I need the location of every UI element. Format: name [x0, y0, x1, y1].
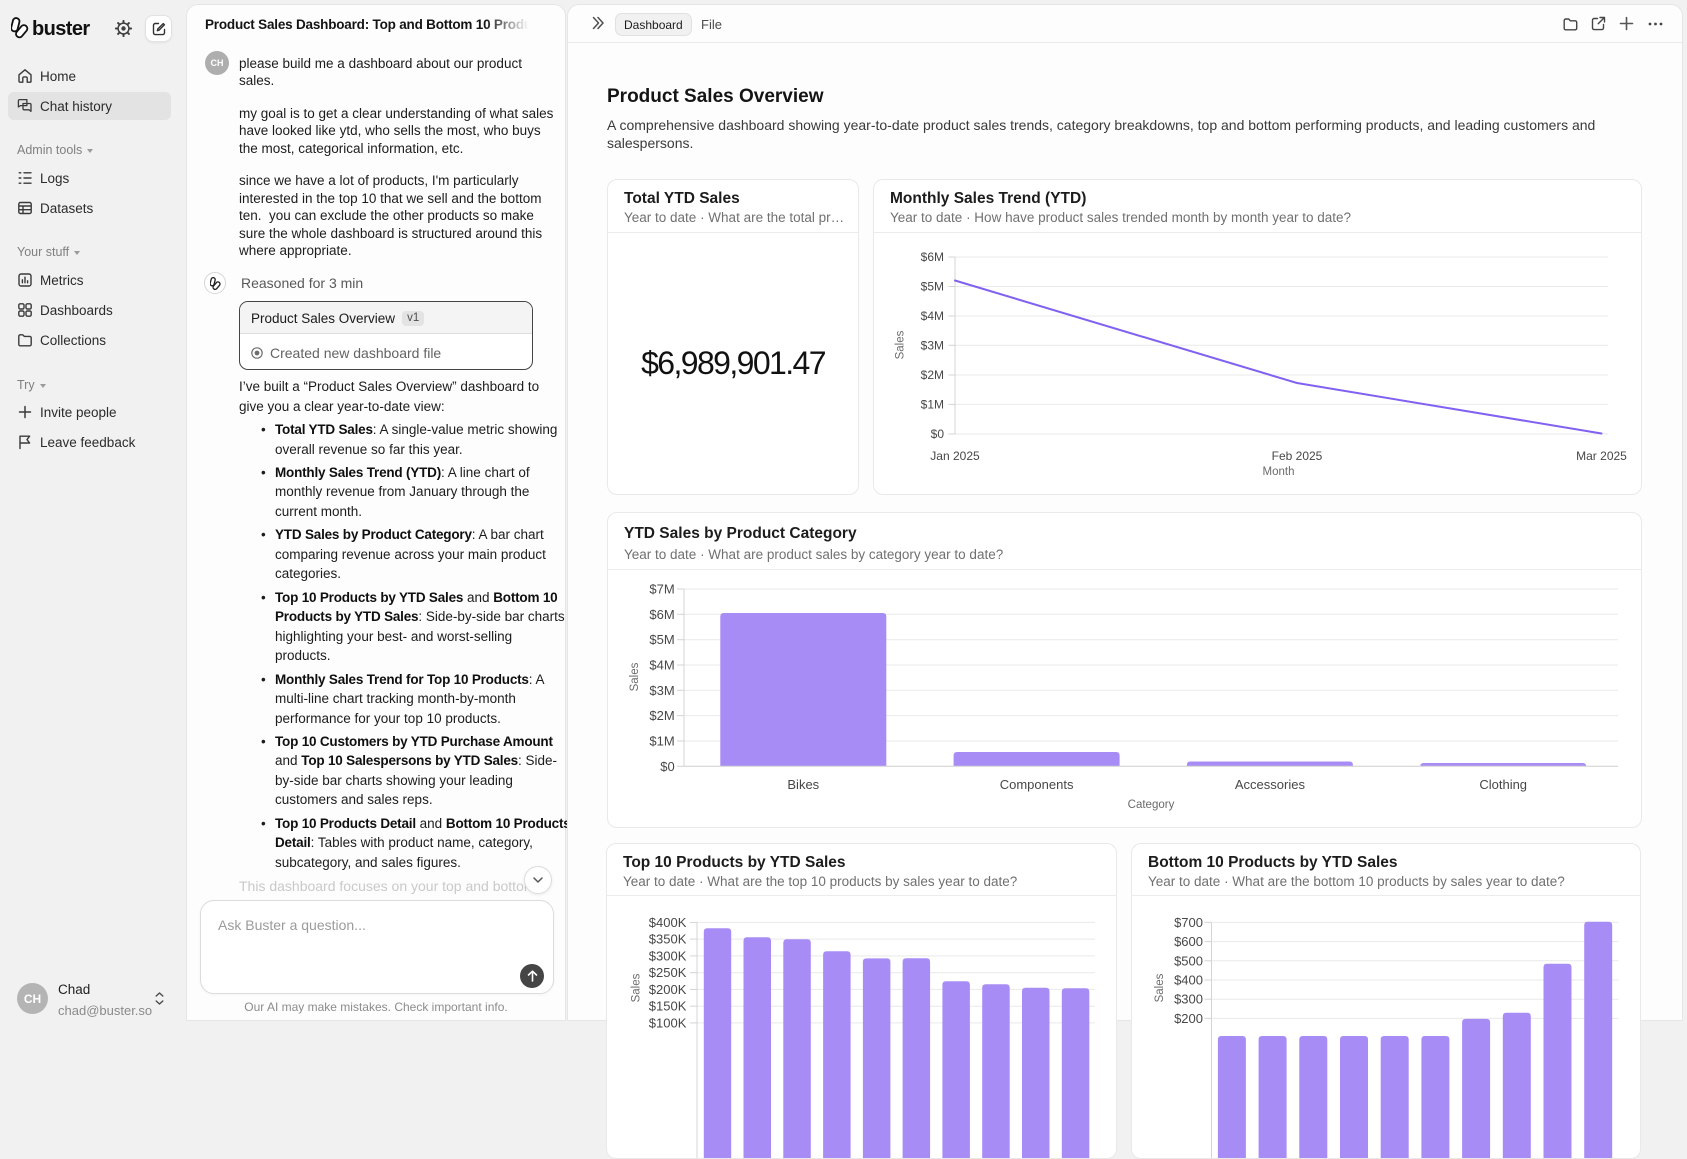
- svg-text:Bikes: Bikes: [787, 777, 819, 792]
- svg-text:$500: $500: [1174, 953, 1203, 968]
- svg-text:$200K: $200K: [649, 982, 687, 997]
- svg-text:$400K: $400K: [649, 915, 687, 930]
- svg-text:Mar 2025: Mar 2025: [1576, 449, 1627, 463]
- svg-text:$4M: $4M: [649, 658, 674, 673]
- svg-text:$5M: $5M: [649, 632, 674, 647]
- svg-text:Clothing: Clothing: [1479, 777, 1527, 792]
- svg-text:Accessories: Accessories: [1235, 777, 1306, 792]
- svg-text:$100K: $100K: [649, 1015, 687, 1030]
- svg-text:$400: $400: [1174, 973, 1203, 988]
- svg-text:$2M: $2M: [649, 708, 674, 723]
- svg-text:Sales: Sales: [631, 973, 643, 1002]
- svg-text:$3M: $3M: [921, 339, 944, 353]
- svg-text:$4M: $4M: [921, 309, 944, 323]
- svg-text:Month: Month: [1263, 466, 1295, 478]
- svg-text:$6M: $6M: [649, 607, 674, 622]
- svg-text:$300K: $300K: [649, 948, 687, 963]
- svg-text:$150K: $150K: [649, 999, 687, 1014]
- svg-text:Sales: Sales: [894, 330, 906, 359]
- svg-text:$5M: $5M: [921, 280, 944, 294]
- svg-text:$700: $700: [1174, 915, 1203, 930]
- svg-text:$2M: $2M: [921, 368, 944, 382]
- svg-text:$200: $200: [1174, 1011, 1203, 1026]
- svg-text:$6M: $6M: [921, 250, 944, 264]
- svg-text:$600: $600: [1174, 934, 1203, 949]
- svg-text:Sales: Sales: [1154, 973, 1166, 1002]
- svg-text:$3M: $3M: [649, 683, 674, 698]
- svg-text:Feb 2025: Feb 2025: [1272, 449, 1323, 463]
- svg-text:$7M: $7M: [649, 582, 674, 597]
- svg-text:Jan 2025: Jan 2025: [930, 449, 980, 463]
- svg-text:$1M: $1M: [921, 398, 944, 412]
- svg-text:$1M: $1M: [649, 734, 674, 749]
- svg-text:$0: $0: [931, 427, 945, 441]
- svg-text:$0: $0: [660, 759, 674, 774]
- svg-text:Components: Components: [1000, 777, 1074, 792]
- svg-text:Sales: Sales: [629, 662, 641, 691]
- svg-text:$350K: $350K: [649, 932, 687, 947]
- svg-text:$250K: $250K: [649, 965, 687, 980]
- svg-text:Category: Category: [1128, 799, 1175, 811]
- svg-text:$300: $300: [1174, 992, 1203, 1007]
